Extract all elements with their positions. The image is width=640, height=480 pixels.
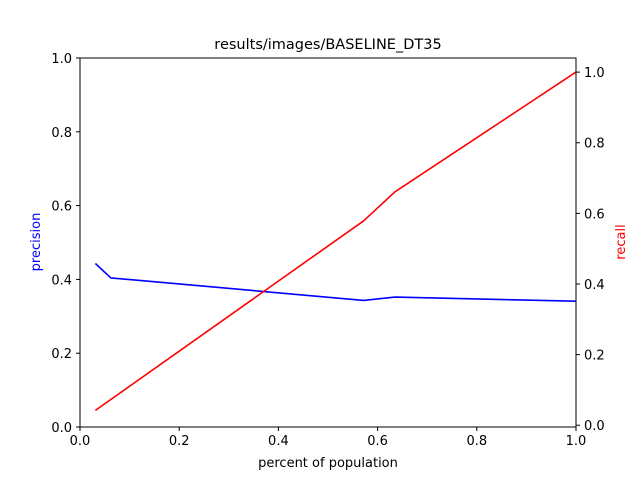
y-right-tick-label: 0.2 [584, 349, 605, 364]
x-tick-label: 0.6 [367, 434, 388, 449]
y-left-tick-label: 1.0 [51, 52, 72, 67]
x-axis-label: percent of population [258, 456, 398, 471]
x-tick-label: 0.0 [70, 434, 91, 449]
y-right-tick-label: 0.6 [584, 207, 605, 222]
x-tick-label: 0.2 [169, 434, 190, 449]
y-axis-label-left: precision [29, 213, 44, 272]
y-left-tick-label: 0.0 [51, 421, 72, 436]
plot-area [80, 58, 576, 427]
y-left-tick-label: 0.6 [51, 200, 72, 215]
y-left-tick-label: 0.8 [51, 126, 72, 141]
x-tick-label: 0.8 [466, 434, 487, 449]
x-tick-label: 1.0 [566, 434, 587, 449]
y-right-tick-label: 1.0 [584, 66, 605, 81]
chart-title: results/images/BASELINE_DT35 [214, 37, 441, 53]
y-right-tick-label: 0.4 [584, 278, 605, 293]
y-left-tick-label: 0.2 [51, 347, 72, 362]
y-left-tick-label: 0.4 [51, 273, 72, 288]
y-right-tick-label: 0.0 [584, 419, 605, 434]
x-tick-label: 0.4 [268, 434, 289, 449]
y-right-tick-label: 0.8 [584, 137, 605, 152]
y-axis-label-right: recall [614, 224, 629, 259]
